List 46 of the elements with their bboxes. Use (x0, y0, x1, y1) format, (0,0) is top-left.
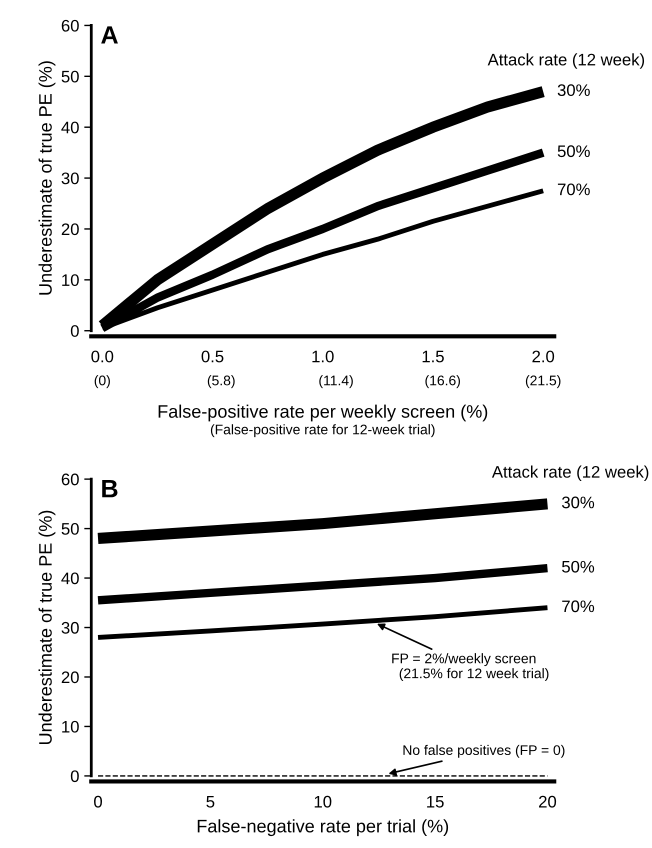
y-tick-label: 30 (62, 172, 79, 184)
y-tick-label: 60 (62, 20, 79, 32)
x-tick-label: 1.5 (422, 350, 444, 362)
x-tick-label: 2.0 (532, 350, 554, 362)
y-tick-label: 10 (62, 274, 79, 286)
x-axis-title: False-positive rate per weekly screen (%) (158, 404, 488, 422)
chart-title: A (101, 26, 118, 44)
series-label: 70% (562, 600, 594, 612)
chart-title: B (102, 480, 118, 498)
y-tick-label: 20 (62, 671, 79, 684)
legend-title: Attack rate (12 week) (488, 53, 644, 69)
y-tick-label: 10 (62, 720, 79, 733)
y-tick-label: 40 (61, 122, 79, 134)
series-label: 30% (562, 496, 594, 508)
y-tick-label: 50 (62, 522, 79, 535)
y-axis-title: Underestimate of true PE (%) (38, 510, 56, 744)
annotation: No false positives (FP = 0) (403, 744, 564, 758)
y-tick-label: 30 (62, 622, 79, 634)
series-label: 30% (558, 84, 590, 96)
y-tick-label: 60 (62, 474, 79, 486)
y-axis-title: Underestimate of true PE (%) (38, 61, 56, 295)
series-label: 70% (558, 183, 590, 196)
series-label: 50% (558, 145, 590, 158)
y-tick-label: 0 (70, 770, 79, 782)
x-tick-label: 0.0 (91, 350, 114, 362)
x2-tick-label: (0) (94, 375, 110, 388)
legend-title: Attack rate (12 week) (492, 466, 648, 482)
x-tick-label: 15 (427, 796, 444, 808)
x-tick-label: 20 (539, 796, 556, 808)
x-tick-label: 1.0 (312, 350, 334, 362)
y-tick-label: 50 (62, 70, 79, 83)
x2-tick-label: (11.4) (319, 375, 353, 388)
y-tick-label: 20 (62, 223, 79, 236)
x-axis-title: False-negative rate per trial (%) (198, 819, 448, 836)
x-tick-label: 5 (206, 796, 214, 808)
x2-tick-label: (16.6) (425, 375, 460, 388)
x2-tick-label: (21.5) (526, 375, 560, 388)
x2-tick-label: (5.8) (208, 375, 235, 388)
x-tick-label: 0 (94, 796, 102, 808)
x-tick-label: 10 (314, 796, 332, 808)
series-label: 50% (562, 560, 594, 573)
x-tick-label: 0.5 (202, 350, 224, 362)
y-tick-label: 0 (70, 325, 79, 337)
annotation: FP = 2%/weekly screen (21.5% for 12 week trial) (392, 653, 548, 682)
text: (False-positive rate for 12-week trial) (210, 424, 435, 438)
y-tick-label: 40 (61, 572, 79, 584)
